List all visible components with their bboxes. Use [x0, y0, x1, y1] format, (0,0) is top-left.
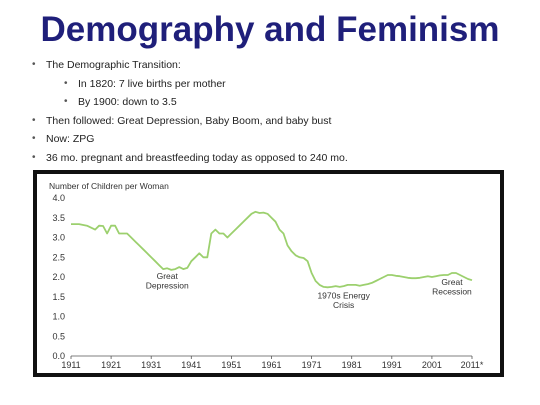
bullet-text: Then followed: Great Depression, Baby Bo…	[46, 114, 332, 127]
x-tick-label: 1981	[342, 360, 362, 370]
bullet-item: • In 1820: 7 live births per mother	[32, 75, 532, 94]
y-tick-label: 3.5	[52, 213, 65, 223]
annotation-text: Recession	[432, 286, 472, 296]
bullet-item: • By 1900: down to 3.5	[32, 93, 532, 112]
y-tick-label: 0.0	[52, 351, 65, 361]
bullet-item: • The Demographic Transition:	[32, 56, 532, 75]
annotation-text: Great	[441, 277, 463, 287]
fertility-chart: Number of Children per Woman 0.0 0.5 1.0 1.…	[33, 170, 504, 377]
bullet-dot-icon: •	[32, 59, 36, 70]
x-tick-label: 2011*	[461, 360, 484, 370]
bullet-item: • 36 mo. pregnant and breastfeeding today…	[32, 149, 532, 168]
fertility-series-line	[71, 210, 473, 289]
bullet-text: Now: ZPG	[46, 133, 95, 145]
x-tick-label: 1961	[261, 360, 281, 370]
bullet-dot-icon: •	[64, 77, 68, 89]
chart-canvas: Number of Children per Woman 0.0 0.5 1.0 1.…	[49, 181, 484, 370]
y-tick-label: 3.0	[52, 233, 65, 243]
annotation-text: 1970s Energy	[317, 291, 370, 301]
annotation-text: Great	[157, 271, 179, 281]
y-tick-label: 4.0	[52, 193, 65, 203]
bullet-list: • The Demographic Transition: • In 1820: 7…	[32, 56, 532, 167]
x-tick-label: 2001	[422, 360, 442, 370]
y-tick-label: 0.5	[52, 331, 65, 341]
x-tick-label: 1951	[221, 360, 241, 370]
x-tick-label: 1931	[141, 360, 161, 370]
bullet-text: 36 mo. pregnant and breastfeeding today …	[46, 151, 348, 164]
annotation-text: Crisis	[333, 300, 354, 310]
bullet-item: • Then followed: Great Depression, Baby B…	[32, 112, 532, 131]
y-axis-label: Number of Children per Woman	[49, 181, 169, 191]
x-tick-label: 1971	[302, 360, 322, 370]
y-tick-label: 2.5	[52, 252, 65, 262]
y-tick-label: 2.0	[52, 272, 65, 282]
bullet-text: In 1820: 7 live births per mother	[78, 77, 226, 90]
x-tick-label: 1921	[101, 360, 121, 370]
series-layer	[71, 210, 473, 289]
y-tick-label: 1.0	[52, 312, 65, 322]
bullet-dot-icon: •	[32, 114, 36, 126]
bullet-dot-icon: •	[32, 151, 36, 163]
x-tick-label: 1991	[382, 360, 402, 370]
x-tick-label: 1911	[61, 360, 80, 370]
slide-title: Demography and Feminism	[40, 10, 500, 49]
axes: 0.0 0.5 1.0 1.5 2.0 2.5 3.0 3.5 4.0 1911 1921 1931 1…	[52, 193, 483, 370]
bullet-dot-icon: •	[64, 96, 68, 107]
bullet-item: • Now: ZPG	[32, 130, 532, 149]
bullet-text: The Demographic Transition:	[46, 59, 181, 71]
x-tick-label: 1941	[181, 360, 201, 370]
y-tick-label: 1.5	[52, 292, 65, 302]
bullet-text: By 1900: down to 3.5	[78, 96, 177, 108]
bullet-dot-icon: •	[32, 133, 36, 144]
annotation-text: Depression	[146, 280, 189, 290]
